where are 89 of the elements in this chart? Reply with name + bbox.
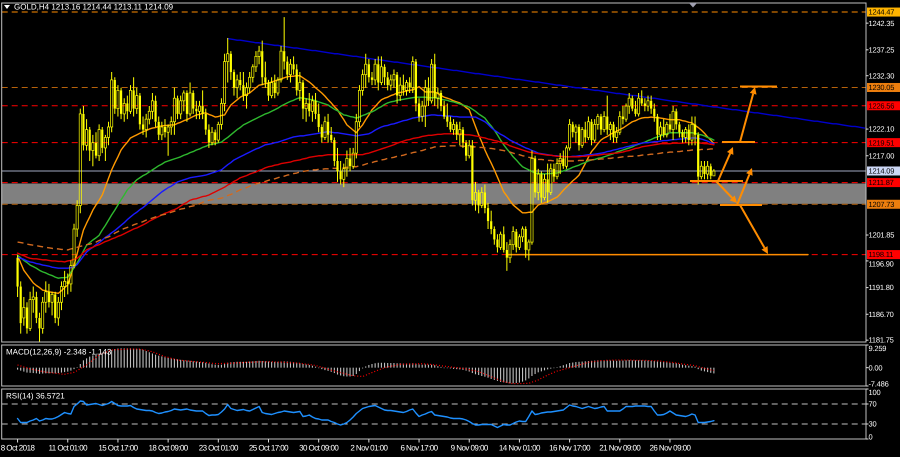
candlestick (28, 291, 32, 332)
candlestick (631, 95, 634, 112)
x-tick-label: 26 Nov 09:00 (649, 444, 692, 452)
candlestick (192, 90, 194, 114)
candlestick (172, 87, 176, 136)
candlestick (502, 226, 505, 254)
x-tick-label: 25 Oct 17:00 (248, 444, 290, 452)
candlestick (289, 58, 292, 84)
candlestick (330, 126, 332, 144)
x-tick-label: 6 Nov 17:00 (400, 444, 439, 452)
candlestick (54, 291, 56, 324)
x-tick-label: 21 Nov 09:00 (599, 444, 642, 452)
candlestick (274, 74, 276, 99)
x-tick-label: 8 Oct 2018 (0, 444, 36, 452)
x-tick-label: 16 Nov 17:00 (549, 444, 592, 452)
candlestick (326, 113, 330, 144)
x-tick-label: 14 Nov 01:00 (498, 444, 542, 452)
line-series (227, 38, 866, 129)
candlestick (383, 64, 386, 86)
candlestick (634, 100, 637, 118)
candlestick (580, 126, 584, 148)
candlestick (556, 158, 558, 180)
candlestick (302, 79, 304, 120)
candlestick (101, 126, 104, 154)
candlestick (524, 226, 527, 258)
candlestick (646, 95, 650, 112)
candlestick (478, 189, 480, 214)
x-tick-label: 30 Oct 09:00 (299, 444, 340, 452)
candlestick (310, 95, 314, 122)
x-tick-label: 15 Oct 17:00 (98, 444, 139, 452)
candlestick (144, 113, 148, 138)
candlestick (710, 163, 712, 180)
candlestick (150, 92, 154, 120)
candlestick (703, 160, 706, 180)
candlestick (364, 53, 368, 88)
x-tick-label: 11 Oct 01:00 (48, 444, 88, 452)
candlestick (368, 58, 370, 84)
candlestick (675, 108, 678, 130)
candlestick (690, 116, 694, 146)
chart-title: MACD(12,26,9) -2.348 -1.143 (6, 348, 112, 356)
candlestick (458, 121, 462, 146)
x-tick-label: 23 Oct 01:00 (198, 444, 240, 452)
candlestick (138, 92, 141, 130)
candlestick (584, 121, 586, 144)
candlestick (672, 106, 675, 141)
candlestick (176, 95, 179, 120)
candlestick (261, 40, 264, 86)
candlestick (606, 95, 608, 136)
candlestick (402, 74, 404, 96)
candlestick (446, 102, 448, 128)
candlestick (424, 79, 427, 128)
candlestick (398, 76, 402, 102)
candlestick (88, 126, 91, 162)
candlestick (210, 126, 214, 146)
candlestick (706, 160, 710, 180)
x-tick-label: 18 Oct 09:00 (148, 444, 189, 452)
candlestick (296, 64, 298, 96)
candlestick (98, 124, 101, 162)
candlestick (456, 121, 458, 141)
candlestick (345, 150, 348, 178)
chart-title: GOLD,H4 1213.16 1214.44 1213.11 1214.09 (14, 2, 174, 12)
candlestick (340, 160, 342, 186)
candlestick (377, 56, 380, 91)
candlestick (546, 163, 549, 204)
chart-title: RSI(14) 36.5721 (6, 392, 66, 400)
candlestick (662, 118, 665, 138)
candlestick (499, 231, 502, 250)
candlestick (612, 121, 615, 144)
x-tick-label: 9 Nov 09:00 (450, 444, 489, 452)
candlestick (389, 74, 392, 91)
candlestick (434, 53, 436, 107)
candlestick (578, 124, 580, 152)
x-tick-label: 2 Nov 01:00 (350, 444, 389, 452)
candlestick (236, 74, 239, 99)
candlestick (600, 113, 602, 136)
candlestick (120, 87, 122, 120)
candlestick (549, 163, 552, 196)
candlestick (452, 118, 455, 136)
candlestick (558, 152, 562, 175)
candlestick (515, 228, 518, 254)
candlestick (540, 170, 542, 204)
candlestick (396, 72, 398, 104)
candlestick (688, 124, 690, 146)
candlestick (186, 90, 188, 122)
candlestick (26, 302, 28, 334)
candlestick (267, 79, 270, 102)
candlestick (430, 58, 434, 104)
candlestick (471, 140, 474, 206)
candlestick (242, 72, 244, 102)
